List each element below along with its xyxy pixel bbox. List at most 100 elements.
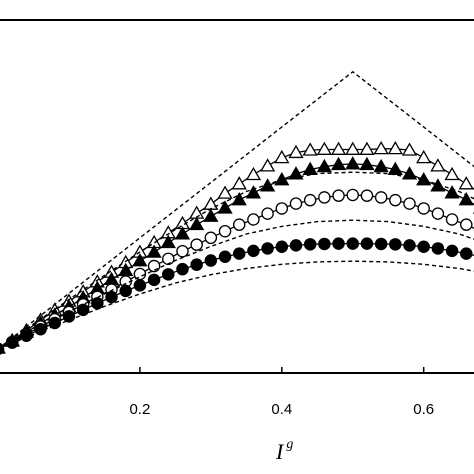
- data-point: [316, 141, 332, 155]
- data-point: [162, 252, 175, 266]
- data-point: [204, 231, 218, 245]
- data-point: [232, 218, 246, 231]
- data-point: [176, 244, 189, 258]
- data-point: [403, 239, 416, 252]
- data-point: [162, 268, 175, 281]
- series-line: [0, 219, 474, 349]
- data-point: [34, 322, 47, 336]
- series-6: [0, 171, 474, 349]
- data-point: [288, 144, 304, 159]
- data-point: [332, 189, 345, 202]
- data-point: [62, 310, 76, 323]
- x-tick-label: 0.2: [129, 401, 150, 418]
- data-point: [416, 149, 432, 164]
- data-point: [189, 216, 205, 231]
- data-point: [176, 262, 189, 276]
- data-point: [445, 213, 459, 226]
- data-point: [318, 191, 331, 204]
- data-point: [218, 224, 232, 238]
- x-axis-label-main: I: [275, 439, 285, 464]
- data-point: [259, 158, 276, 172]
- data-point: [373, 140, 389, 155]
- data-point: [303, 238, 317, 251]
- data-point: [303, 193, 317, 207]
- data-point: [105, 290, 118, 304]
- series-8: [0, 260, 474, 349]
- x-axis-label-superscript: g: [286, 437, 293, 452]
- data-point: [133, 279, 147, 292]
- data-point: [204, 254, 218, 267]
- data-point: [48, 316, 62, 330]
- data-point: [389, 238, 402, 251]
- data-point: [289, 197, 303, 210]
- series-layer: [0, 70, 474, 355]
- data-point: [359, 141, 375, 155]
- data-point: [275, 202, 289, 215]
- data-point: [458, 192, 474, 206]
- x-tick-label: 0.4: [271, 401, 292, 418]
- data-point: [345, 156, 361, 170]
- data-point: [387, 161, 403, 175]
- data-point: [460, 218, 473, 231]
- data-point: [346, 237, 359, 250]
- data-point: [445, 244, 459, 258]
- x-tick-label: 0.6: [413, 401, 434, 418]
- data-point: [316, 158, 332, 173]
- data-point: [332, 237, 345, 250]
- data-point: [232, 247, 246, 260]
- data-point: [444, 185, 460, 199]
- data-point: [458, 176, 474, 190]
- data-point: [160, 234, 176, 249]
- data-point: [218, 250, 232, 263]
- data-point: [318, 237, 331, 251]
- data-point: [460, 247, 473, 260]
- data-point: [444, 166, 460, 181]
- data-point: [288, 166, 304, 180]
- data-point: [147, 259, 161, 273]
- data-point: [389, 193, 402, 207]
- series-5: [0, 70, 474, 349]
- data-point: [245, 185, 262, 199]
- data-point: [430, 158, 446, 172]
- data-point: [190, 258, 203, 271]
- data-point: [174, 226, 191, 240]
- data-point: [345, 141, 361, 155]
- data-point: [275, 240, 289, 253]
- data-point: [302, 142, 318, 156]
- data-point: [403, 197, 416, 210]
- data-point: [330, 156, 347, 171]
- data-point: [359, 156, 375, 171]
- series-3: [0, 188, 474, 355]
- series-line: [0, 171, 474, 349]
- data-point: [231, 176, 247, 190]
- data-point: [374, 191, 388, 204]
- data-point: [217, 200, 233, 214]
- data-point: [76, 303, 90, 317]
- data-point: [217, 185, 233, 199]
- data-point: [146, 244, 162, 258]
- series-line: [0, 242, 474, 349]
- data-point: [203, 196, 219, 210]
- data-point: [274, 149, 290, 164]
- plot-frame: [0, 19, 474, 374]
- series-line: [0, 260, 474, 349]
- data-point: [330, 141, 347, 155]
- data-point: [247, 213, 260, 226]
- data-point: [147, 273, 161, 287]
- data-point: [374, 237, 388, 251]
- data-point: [247, 244, 260, 258]
- data-point: [289, 239, 303, 252]
- data-point: [431, 207, 445, 220]
- x-axis-ticks: 0.2 0.4 0.6: [129, 367, 434, 418]
- data-point: [387, 140, 403, 155]
- data-point: [430, 178, 446, 192]
- data-point: [133, 267, 147, 281]
- data-point: [431, 242, 445, 255]
- data-point: [190, 238, 203, 251]
- data-point: [360, 237, 374, 250]
- data-point: [401, 142, 418, 156]
- series-line: [0, 163, 474, 348]
- data-point: [203, 208, 219, 222]
- series-7: [0, 219, 474, 349]
